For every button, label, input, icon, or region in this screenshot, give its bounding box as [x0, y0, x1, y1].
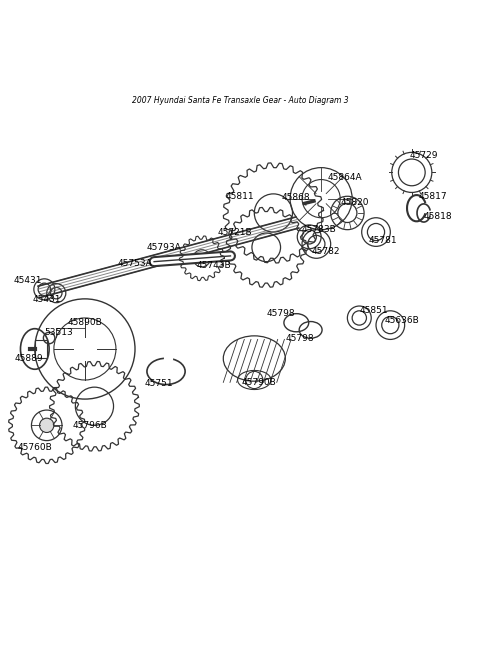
Text: 45729: 45729 [409, 151, 438, 160]
Text: 45790B: 45790B [242, 378, 276, 387]
Text: 45890B: 45890B [68, 318, 102, 328]
Text: 45864A: 45864A [328, 173, 362, 181]
Text: 45889: 45889 [15, 354, 43, 363]
Text: 45431: 45431 [13, 276, 42, 285]
Text: 45636B: 45636B [385, 316, 420, 325]
Text: 45760B: 45760B [17, 443, 52, 452]
Bar [35, 341, 47, 358]
Text: 45431: 45431 [33, 295, 61, 305]
Text: 45818: 45818 [424, 212, 452, 221]
Text: 45753A: 45753A [118, 259, 152, 268]
Text: 45751: 45751 [144, 379, 173, 388]
Circle shape [39, 418, 54, 432]
Text: 45783B: 45783B [301, 225, 336, 234]
Text: 45811: 45811 [226, 192, 254, 201]
Text: 2007 Hyundai Santa Fe Transaxle Gear - Auto Diagram 3: 2007 Hyundai Santa Fe Transaxle Gear - A… [132, 96, 348, 105]
Text: 45868: 45868 [282, 193, 311, 202]
Text: 45817: 45817 [419, 192, 447, 201]
Text: 45782: 45782 [312, 247, 340, 255]
Text: 45851: 45851 [360, 307, 388, 315]
Text: 45798: 45798 [285, 334, 314, 343]
Text: 45796B: 45796B [72, 421, 107, 430]
Text: 45798: 45798 [266, 309, 295, 318]
Text: 45721B: 45721B [218, 227, 252, 236]
Text: 45781: 45781 [369, 236, 397, 245]
Text: 45820: 45820 [340, 198, 369, 207]
Text: 45793A: 45793A [146, 243, 181, 252]
Text: 53513: 53513 [44, 328, 73, 337]
Text: 45743B: 45743B [196, 261, 231, 270]
